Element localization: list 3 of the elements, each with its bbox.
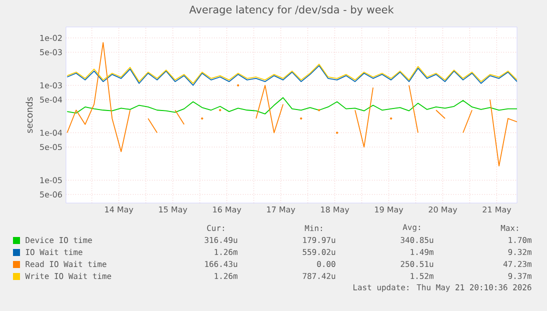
chart-title: Average latency for /dev/sda - by week [189, 5, 394, 16]
line-series [66, 97, 518, 114]
y-axis-title: seconds [26, 97, 33, 133]
